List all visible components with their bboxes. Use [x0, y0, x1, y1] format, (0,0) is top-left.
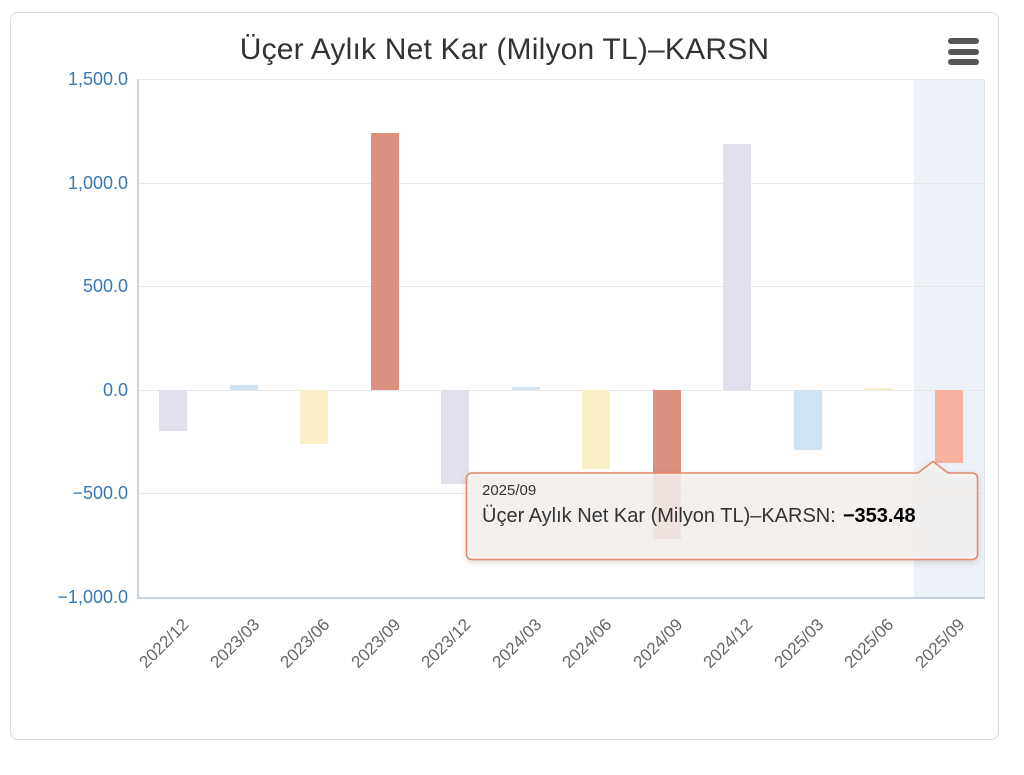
plot-right-border — [984, 79, 985, 597]
bar-2025-03[interactable] — [793, 389, 822, 450]
y-axis-label: 500.0 — [82, 276, 128, 297]
y-axis-label: −500.0 — [72, 483, 128, 504]
y-gridline — [138, 389, 984, 391]
highlight-band — [913, 79, 984, 597]
hamburger-menu-icon — [948, 48, 979, 55]
y-gridline — [138, 493, 984, 495]
bar-2024-06[interactable] — [582, 389, 611, 469]
hamburger-menu-icon — [948, 59, 979, 65]
hamburger-menu-icon — [948, 38, 979, 44]
chart-context-menu-button[interactable] — [948, 38, 979, 65]
bar-2022-12[interactable] — [159, 389, 188, 432]
y-axis-label: −1,000.0 — [57, 587, 128, 607]
x-axis-line — [137, 597, 985, 599]
bar-2025-09[interactable] — [934, 389, 963, 464]
y-gridline — [138, 182, 984, 184]
y-gridline — [138, 79, 984, 80]
y-gridline — [138, 286, 984, 288]
y-axis-label: 1,000.0 — [67, 172, 128, 193]
bar-2023-03[interactable] — [229, 384, 258, 390]
chart-title: Üçer Aylık Net Kar (Milyon TL)–KARSN — [239, 33, 770, 66]
bar-2023-12[interactable] — [441, 389, 470, 485]
bar-2024-12[interactable] — [723, 144, 752, 390]
plot-area: 1,500.0 1,000.0 500.0 0.0 −500.0 −1,000.0 2022… — [11, 13, 998, 739]
bar-2023-09[interactable] — [370, 132, 399, 390]
bar-2023-06[interactable] — [300, 389, 329, 444]
y-axis-line — [137, 79, 139, 599]
bar-2024-09[interactable] — [652, 389, 681, 539]
y-axis-label: 1,500.0 — [67, 69, 128, 89]
y-axis-label: 0.0 — [102, 379, 128, 400]
chart-card: Üçer Aylık Net Kar (Milyon TL)–KARSN 1,5… — [10, 12, 999, 740]
bar-2025-06[interactable] — [864, 388, 893, 391]
bar-2024-03[interactable] — [511, 386, 540, 390]
